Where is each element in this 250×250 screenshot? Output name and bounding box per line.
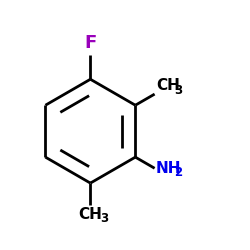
Text: CH: CH [78,206,102,222]
Text: F: F [84,34,96,52]
Text: NH: NH [156,161,181,176]
Text: 2: 2 [174,166,182,179]
Text: 3: 3 [100,212,108,224]
Text: 3: 3 [174,84,182,97]
Text: CH: CH [156,78,180,93]
